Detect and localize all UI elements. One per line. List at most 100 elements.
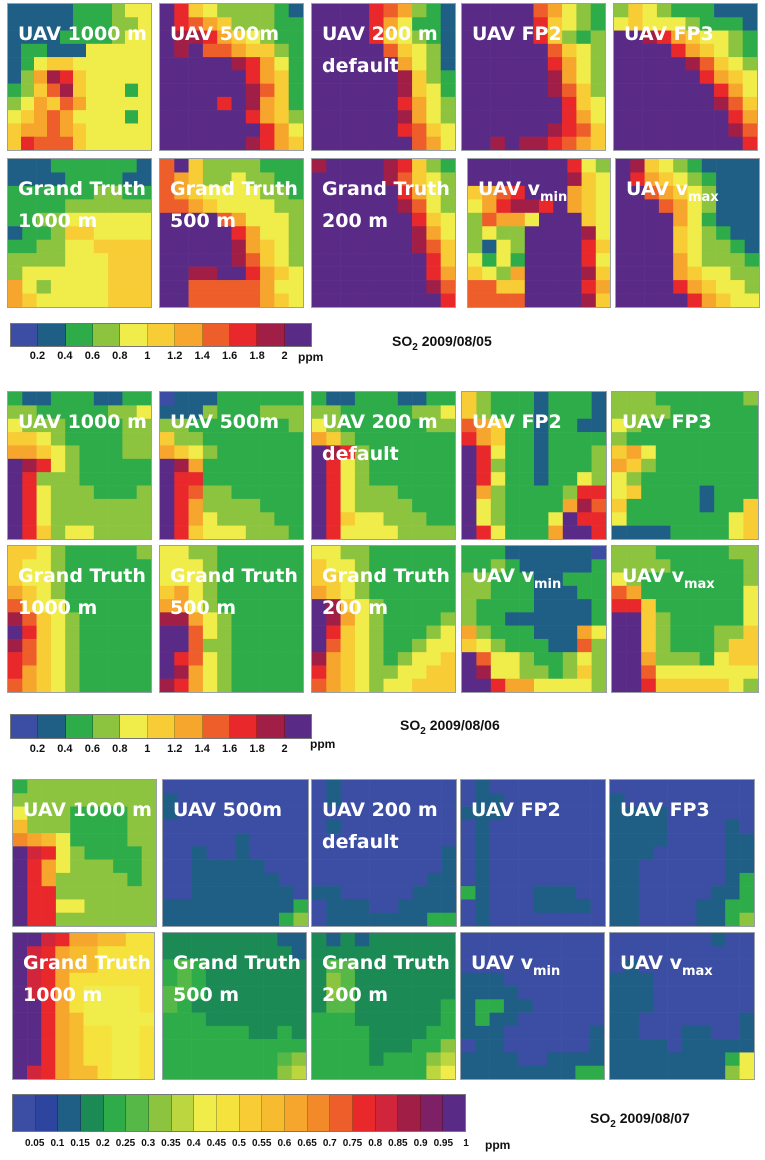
heatmap-cell — [340, 899, 356, 913]
heatmap-cell — [245, 185, 261, 200]
heatmap-cell — [489, 999, 505, 1013]
heatmap-cell — [739, 1025, 754, 1040]
heatmap-cell — [97, 972, 112, 987]
heatmap-cell — [220, 972, 235, 987]
heatmap-cell — [567, 199, 582, 214]
heatmap-cell — [412, 806, 428, 821]
heatmap — [160, 392, 303, 539]
heatmap-cell — [50, 625, 66, 640]
heatmap-cell — [202, 17, 218, 31]
heatmap-cell — [616, 159, 631, 173]
heatmap-cell — [288, 96, 303, 111]
heatmap-cell — [440, 212, 455, 227]
heatmap-cell — [86, 57, 100, 71]
heatmap-cell — [701, 172, 717, 187]
heatmap-cell — [55, 1012, 70, 1027]
heatmap-cell — [397, 1025, 413, 1040]
heatmap-cell — [383, 17, 399, 31]
heatmap-cell — [260, 572, 275, 587]
heatmap-cell — [113, 793, 128, 807]
heatmap-cell — [714, 458, 730, 473]
heatmap-cell — [79, 472, 95, 486]
heatmap-cell — [139, 999, 154, 1013]
heatmap-cell — [83, 972, 98, 987]
heatmap-cell — [312, 199, 327, 214]
heatmap-cell — [8, 599, 23, 613]
heatmap-cell — [426, 445, 441, 460]
heatmap-cell — [248, 986, 264, 1000]
heatmap-cell — [505, 638, 520, 653]
heatmap-cell — [581, 212, 597, 227]
heatmap-cell — [326, 445, 341, 460]
heatmap-cell — [744, 185, 759, 200]
heatmap-cell — [111, 1052, 127, 1066]
heatmap-cell — [248, 946, 264, 960]
heatmap-cell — [397, 4, 413, 18]
heatmap-cell — [591, 612, 606, 626]
heatmap-cell — [36, 226, 52, 240]
heatmap-cell — [163, 959, 178, 974]
heatmap-cell — [476, 678, 492, 692]
heatmap-cell — [55, 872, 71, 887]
heatmap-cell — [86, 17, 100, 31]
heatmap-cell — [55, 912, 71, 926]
heatmap-cell — [440, 199, 455, 214]
heatmap-cell — [667, 986, 683, 1000]
heatmap-cell — [354, 4, 370, 18]
heatmap-cell — [589, 946, 604, 960]
heatmap-cell — [595, 185, 610, 200]
heatmap-cell — [743, 638, 758, 653]
heatmap-cell — [642, 4, 658, 18]
heatmap-cell — [108, 665, 123, 679]
heatmap-cell — [312, 525, 327, 539]
heatmap-cell — [27, 999, 42, 1013]
heatmap-cell — [245, 226, 261, 240]
heatmap-cell — [696, 780, 712, 794]
heatmap-cell — [60, 70, 74, 84]
heatmap-cell — [260, 612, 275, 626]
heatmap-cell — [532, 1012, 548, 1027]
heatmap-cell — [581, 159, 597, 173]
heatmap-cell — [533, 110, 549, 124]
heatmap-cell — [670, 546, 686, 560]
colorbar-swatch — [330, 1095, 353, 1131]
heatmap-cell — [426, 986, 441, 1000]
heatmap-cell — [354, 57, 370, 71]
heatmap-cell — [730, 172, 745, 187]
heatmap-cell — [8, 512, 23, 526]
heatmap-cell — [641, 625, 657, 640]
heatmap-cell — [489, 933, 505, 947]
colorbar-swatch — [80, 1095, 104, 1131]
heatmap-cell — [504, 899, 519, 913]
heatmap-cell — [69, 986, 84, 1000]
heatmap-cell — [412, 872, 428, 887]
colorbar-swatch — [352, 1095, 376, 1131]
heatmap-cell — [658, 239, 674, 254]
heatmap-cell — [462, 625, 477, 640]
heatmap-cell — [326, 612, 341, 626]
heatmap-cell — [174, 485, 189, 500]
heatmap-cell — [220, 999, 235, 1013]
heatmap-cell — [122, 212, 137, 227]
heatmap-cell — [539, 226, 554, 240]
heatmap-cell — [714, 96, 729, 111]
heatmap-cell — [610, 793, 625, 807]
heatmap-cell — [412, 585, 427, 600]
heatmap-cell — [490, 445, 506, 460]
heatmap-cell — [34, 57, 48, 71]
heatmap-cell — [174, 110, 189, 124]
heatmap-cell — [138, 70, 151, 84]
heatmap-cell — [412, 972, 427, 987]
heatmap-cell — [326, 172, 341, 187]
heatmap-cell — [188, 280, 204, 294]
heatmap-cell — [658, 293, 674, 307]
heatmap-cell — [36, 498, 52, 513]
heatmap-cell — [8, 525, 23, 539]
heatmap-cell — [440, 559, 455, 573]
heatmap-cell — [99, 83, 113, 98]
heatmap-cell — [742, 4, 757, 18]
heatmap-cell — [160, 599, 175, 613]
heatmap-cell — [489, 959, 505, 974]
heatmap-cell — [163, 872, 178, 887]
heatmap-cell — [630, 239, 645, 254]
